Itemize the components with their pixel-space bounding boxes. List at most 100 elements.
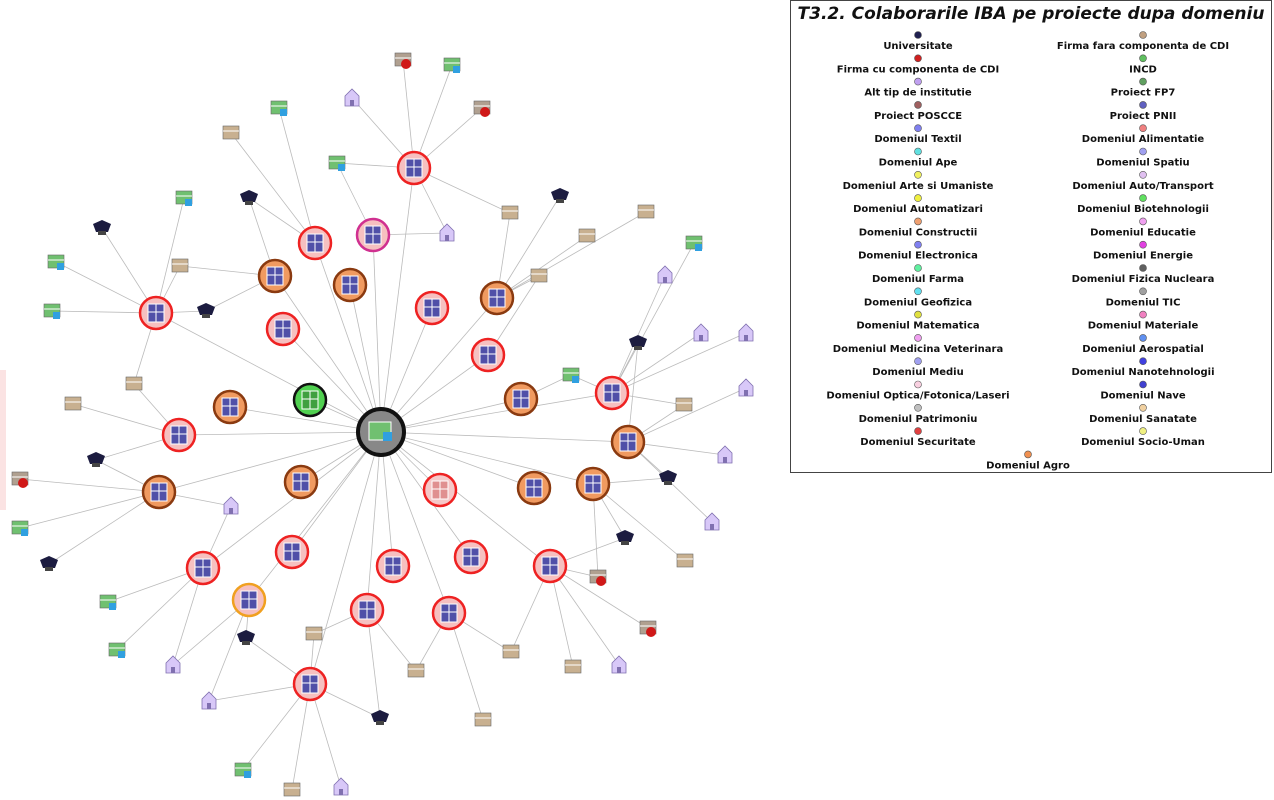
university-icon (93, 220, 111, 232)
institution-door (617, 667, 621, 673)
legend-label: Domeniul Nave (1100, 391, 1186, 402)
entity-node (201, 691, 217, 710)
incd-mark (57, 263, 64, 270)
company-icon (564, 659, 582, 674)
university-icon (659, 470, 677, 482)
edge (208, 599, 250, 702)
edge (155, 312, 382, 433)
legend-label: Domeniul Optica/Fotonica/Laseri (826, 391, 1009, 402)
entity-node (333, 777, 349, 796)
legend-swatch (1139, 264, 1147, 272)
entity-node (659, 470, 677, 485)
company-icon (222, 125, 240, 140)
institution-door (699, 335, 703, 341)
incd-mark (21, 529, 28, 536)
project-node (532, 548, 568, 584)
entity-node (473, 100, 491, 117)
edge (413, 64, 453, 169)
legend-swatch (1139, 31, 1147, 39)
legend-label: Domeniul Textil (874, 134, 961, 145)
edge (448, 612, 484, 721)
institution-door (710, 524, 714, 530)
institution-icon (704, 512, 720, 531)
legend-label: Domeniul Socio-Uman (1081, 437, 1205, 448)
legend-label: Domeniul TIC (1106, 297, 1181, 308)
company-icon (283, 782, 301, 797)
edge (55, 261, 157, 314)
incd-mark (572, 376, 579, 383)
legend-swatch (1139, 147, 1147, 156)
legend-label: Domeniul Sanatate (1089, 414, 1197, 425)
legend-swatch (1139, 427, 1147, 435)
legend-label: Domeniul Alimentatie (1082, 134, 1205, 145)
legend-swatch (914, 240, 922, 249)
entity-node (704, 512, 720, 531)
edge (366, 609, 381, 719)
project-node (453, 539, 489, 575)
project-node (274, 534, 310, 570)
entity-node (717, 445, 733, 464)
legend-label: Domeniul Aerospatial (1082, 344, 1204, 355)
legend-label: INCD (1129, 64, 1157, 75)
institution-icon (333, 777, 349, 796)
cdi-mark (18, 478, 28, 488)
legend-label: Domeniul Farma (872, 274, 964, 285)
legend-label: Domeniul Educatie (1090, 227, 1196, 238)
legend-label: Domeniul Spatiu (1096, 158, 1189, 169)
entity-node (738, 378, 754, 397)
legend-label: Domeniul Patrimoniu (859, 414, 978, 425)
legend-swatch (914, 310, 922, 319)
edge (496, 235, 588, 299)
edge (496, 195, 561, 299)
institution-door (445, 235, 449, 241)
legend-swatch (914, 403, 922, 412)
university-base (556, 199, 564, 203)
edge (611, 274, 666, 394)
legend-swatch (1139, 310, 1147, 319)
legend-label: Domeniul Biotehnologii (1077, 204, 1209, 215)
entity-node (165, 655, 181, 674)
university-base (202, 314, 210, 318)
university-base (45, 567, 53, 571)
edge (19, 491, 160, 529)
university-icon (551, 188, 569, 200)
legend-swatch (914, 427, 922, 435)
legend-label: Universitate (883, 41, 953, 52)
entity-node (87, 452, 105, 467)
cdi-mark (596, 576, 606, 586)
edge (366, 431, 382, 611)
company-icon (502, 644, 520, 659)
entity-node (197, 303, 215, 318)
edge (158, 431, 382, 493)
entity-node (64, 396, 82, 411)
edge (496, 211, 647, 299)
edge (314, 242, 382, 433)
legend-label: Domeniul Constructii (859, 227, 978, 238)
institution-door (229, 508, 233, 514)
entity-node (693, 323, 709, 342)
legend-label: Domeniul Mediu (872, 367, 963, 378)
entity-node (237, 630, 255, 645)
legend-swatch (914, 31, 922, 39)
entity-node (270, 100, 288, 116)
legend-swatch (1139, 380, 1147, 389)
edge (380, 431, 450, 614)
entity-node (234, 762, 252, 778)
university-base (242, 641, 250, 645)
cdi-mark (646, 627, 656, 637)
entity-node (222, 125, 240, 140)
edge (380, 431, 629, 443)
legend-swatch (1139, 334, 1147, 342)
project-node (422, 472, 458, 508)
university-base (634, 346, 642, 350)
edge (549, 565, 649, 629)
incd-mark (280, 109, 287, 116)
legend-swatch (914, 54, 922, 63)
university-icon (629, 335, 647, 347)
legend-box (790, 0, 1272, 473)
institution-icon (439, 223, 455, 242)
project-node (414, 290, 450, 326)
company-icon (637, 204, 655, 219)
institution-icon (201, 691, 217, 710)
company-icon (64, 396, 82, 411)
